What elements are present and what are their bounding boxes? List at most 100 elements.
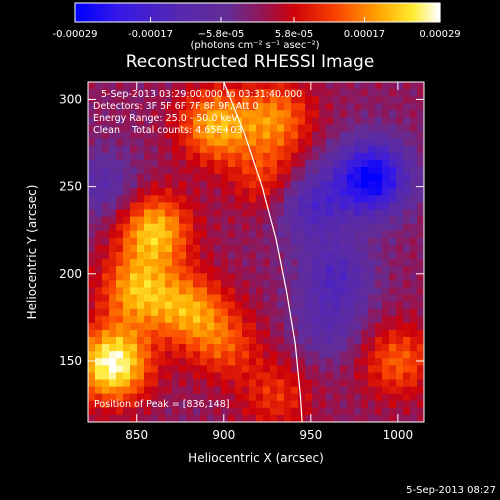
heatmap-cell [417, 322, 425, 331]
heatmap-cell [417, 266, 425, 274]
heatmap-cell [151, 287, 159, 295]
heatmap-cell [319, 216, 327, 225]
heatmap-cell [354, 280, 362, 288]
heatmap-cell [298, 237, 306, 246]
heatmap-cell [396, 273, 404, 281]
heatmap-cell [298, 159, 306, 168]
heatmap-cell [277, 96, 285, 104]
heatmap-cell [88, 195, 96, 203]
heatmap-cell [354, 358, 362, 366]
heatmap-cell [116, 379, 124, 388]
heatmap-cell [382, 400, 390, 409]
heatmap-cell [340, 230, 348, 239]
heatmap-cell [410, 230, 418, 239]
heatmap-cell [200, 308, 208, 317]
heatmap-cell [333, 202, 341, 210]
heatmap-cell [130, 96, 138, 104]
heatmap-cell [298, 145, 306, 154]
heatmap-cell [95, 117, 103, 125]
heatmap-cell [207, 230, 215, 239]
heatmap-cell [256, 365, 264, 373]
heatmap-cell [228, 259, 236, 267]
heatmap-cell [193, 188, 201, 196]
heatmap-cell [88, 287, 96, 295]
heatmap-cell [354, 131, 362, 140]
heatmap-cell [123, 152, 131, 161]
heatmap-cell [130, 322, 138, 331]
heatmap-cell [193, 237, 201, 246]
heatmap-cell [235, 202, 243, 210]
heatmap-cell [144, 237, 152, 246]
heatmap-cell [361, 329, 369, 338]
heatmap-cell [186, 273, 194, 281]
heatmap-cell [312, 145, 320, 154]
heatmap-cell [375, 344, 383, 352]
heatmap-cell [347, 167, 355, 175]
heatmap-cell [221, 181, 229, 189]
heatmap-cell [256, 315, 264, 324]
heatmap-cell [165, 329, 173, 338]
heatmap-cell [382, 216, 390, 225]
heatmap-cell [347, 301, 355, 310]
heatmap-cell [228, 174, 236, 182]
heatmap-cell [403, 407, 411, 416]
heatmap-cell [312, 188, 320, 196]
heatmap-cell [417, 131, 425, 140]
heatmap-cell [228, 117, 236, 125]
heatmap-cell [165, 400, 173, 409]
heatmap-cell [368, 308, 376, 317]
heatmap-cell [221, 365, 229, 373]
heatmap-cell [179, 329, 187, 338]
heatmap-cell [389, 372, 397, 380]
heatmap-cell [361, 89, 369, 97]
heatmap-cell [333, 407, 341, 416]
heatmap-cell [172, 400, 180, 409]
heatmap-cell [102, 400, 110, 409]
heatmap-cell [95, 174, 103, 182]
heatmap-cell [151, 131, 159, 140]
colorbar-swatch [144, 3, 149, 22]
heatmap-cell [137, 266, 145, 274]
heatmap-cell [263, 131, 271, 140]
heatmap-cell [214, 159, 222, 168]
heatmap-cell [179, 315, 187, 324]
heatmap-cell [165, 244, 173, 253]
heatmap-cell [354, 216, 362, 225]
heatmap-cell [305, 145, 313, 154]
heatmap-cell [242, 280, 250, 288]
heatmap-cell [368, 152, 376, 161]
heatmap-cell [340, 216, 348, 225]
heatmap-cell [102, 301, 110, 310]
colorbar-swatch [111, 3, 116, 22]
heatmap-cell [361, 138, 369, 147]
heatmap-cell [284, 329, 292, 338]
heatmap-cell [130, 138, 138, 147]
heatmap-cell [165, 294, 173, 303]
heatmap-cell [263, 322, 271, 331]
heatmap-cell [326, 209, 334, 218]
heatmap-cell [256, 181, 264, 189]
heatmap-cell [242, 174, 250, 182]
heatmap-cell [102, 167, 110, 175]
heatmap-cell [186, 181, 194, 189]
colorbar-swatch [90, 3, 94, 22]
colorbar-swatch [266, 3, 271, 22]
heatmap-cell [116, 181, 124, 189]
heatmap-cell [417, 273, 425, 281]
heatmap-cell [186, 329, 194, 338]
heatmap-cell [256, 393, 264, 402]
heatmap-cell [382, 252, 390, 260]
heatmap-cell [165, 89, 173, 97]
heatmap-cell [242, 181, 250, 189]
colorbar-swatch [385, 3, 389, 22]
heatmap-cell [249, 280, 257, 288]
heatmap-cell [389, 287, 397, 295]
heatmap-cell [151, 322, 159, 331]
heatmap-cell [214, 209, 222, 218]
heatmap-cell [277, 294, 285, 303]
heatmap-cell [235, 138, 243, 147]
heatmap-cell [200, 386, 208, 395]
heatmap-cell [375, 181, 383, 189]
heatmap-cell [375, 202, 383, 210]
